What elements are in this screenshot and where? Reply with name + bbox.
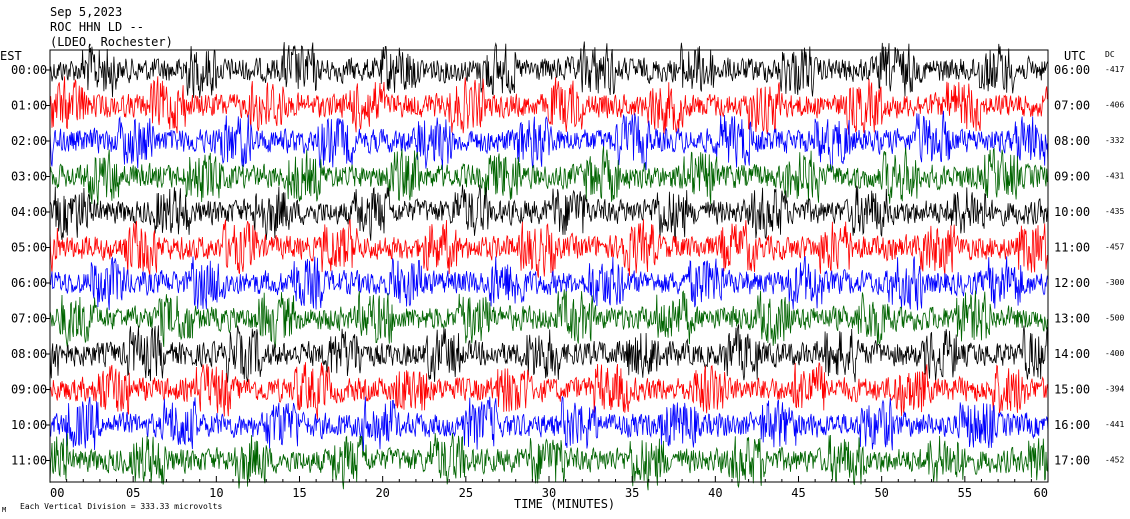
trace-line-0400 [49,184,1049,242]
dc-value: -431 [1105,172,1124,181]
trace-line-0900 [49,362,1049,420]
x-tick-label: 15 [292,486,306,500]
est-labels: 00:00 01:00 02:00 03:00 04:00 05:00 06:00 07:00… [11,63,50,468]
est-tick-label: 06:00 [11,276,47,290]
est-tick-label: 08:00 [11,347,47,361]
dc-value: -500 [1105,314,1124,323]
header-date: Sep 5,2023 [50,5,122,19]
utc-tick-label: 12:00 [1054,276,1090,290]
right-axis-title: UTC [1064,49,1086,63]
dc-labels: -417 -406 -332 -431 -435 -457 -300 -500 -400 -394… [1105,65,1124,465]
trace-line-0800 [49,324,1049,383]
header-network: (LDEO, Rochester) [50,35,173,49]
x-tick-label: 00 [50,486,64,500]
est-tick-label: 09:00 [11,383,47,397]
dc-value: -457 [1105,243,1124,252]
est-tick-label: 01:00 [11,99,47,113]
x-axis-label: TIME (MINUTES) [514,497,615,511]
trace-group [49,41,1049,491]
est-tick-label: 10:00 [11,418,47,432]
est-tick-label: 03:00 [11,170,47,184]
trace-line-0600 [49,255,1049,311]
est-tick-label: 04:00 [11,205,47,219]
dc-value: -435 [1105,207,1124,216]
dc-value: -300 [1105,278,1124,287]
x-tick-label: 50 [874,486,888,500]
dc-title: DC [1105,50,1115,59]
trace-line-0200 [49,110,1049,172]
trace-line-1100 [49,433,1049,491]
x-tick-label: 55 [958,486,972,500]
logo-mark: M [2,506,6,514]
utc-tick-label: 15:00 [1054,383,1090,397]
trace-line-0500 [49,219,1049,278]
utc-tick-label: 17:00 [1054,454,1090,468]
trace-line-0700 [49,289,1049,348]
x-tick-label: 30 [542,486,556,500]
trace-line-0100 [49,76,1049,135]
utc-tick-label: 11:00 [1054,241,1090,255]
utc-tick-label: 08:00 [1054,134,1090,148]
header-station: ROC HHN LD -- [50,20,144,34]
utc-tick-label: 16:00 [1054,418,1090,432]
x-tick-label: 25 [459,486,473,500]
x-tick-label: 35 [625,486,639,500]
x-tick-label: 20 [375,486,389,500]
utc-tick-label: 06:00 [1054,63,1090,77]
dc-value: -332 [1105,136,1124,145]
trace-line-1000 [49,396,1049,452]
dc-value: -441 [1105,420,1124,429]
dc-value: -452 [1105,456,1124,465]
dc-value: -394 [1105,385,1124,394]
x-axis: 00 05 10 15 20 25 30 35 40 45 50 55 60 [49,476,1049,500]
x-tick-label: 40 [708,486,722,500]
x-tick-label: 45 [791,486,805,500]
footer-scale-note: Each Vertical Division = 333.33 microvol… [20,502,222,511]
est-tick-label: 07:00 [11,312,47,326]
x-tick-label: 10 [209,486,223,500]
utc-labels: 06:00 07:00 08:00 09:00 10:00 11:00 12:00 13:00… [1054,63,1090,468]
trace-line-0000 [49,41,1049,98]
dc-value: -406 [1105,101,1124,110]
utc-tick-label: 07:00 [1054,99,1090,113]
est-tick-label: 02:00 [11,134,47,148]
dc-value: -400 [1105,349,1124,358]
x-tick-label: 05 [126,486,140,500]
est-tick-label: 11:00 [11,454,47,468]
utc-tick-label: 14:00 [1054,347,1090,361]
left-axis-title: EST [0,49,22,63]
plot-frame [49,49,1049,483]
est-tick-label: 00:00 [11,63,47,77]
dc-value: -417 [1105,65,1124,74]
utc-tick-label: 10:00 [1054,205,1090,219]
est-tick-label: 05:00 [11,241,47,255]
trace-line-0300 [49,146,1049,206]
chart-header: Sep 5,2023 ROC HHN LD -- (LDEO, Rocheste… [50,5,173,49]
utc-tick-label: 13:00 [1054,312,1090,326]
x-tick-label: 60 [1034,486,1048,500]
utc-tick-label: 09:00 [1054,170,1090,184]
